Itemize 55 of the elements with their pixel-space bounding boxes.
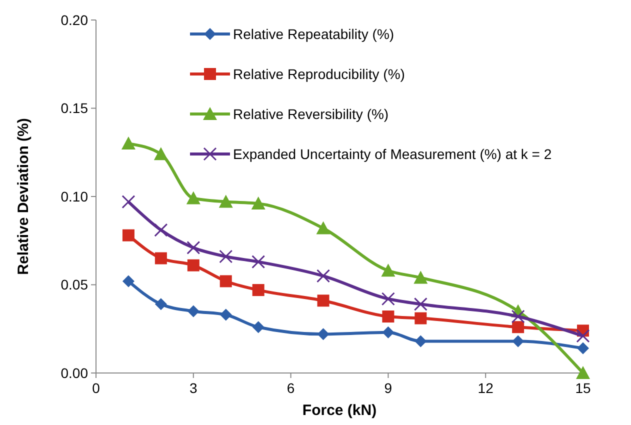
point bbox=[154, 223, 168, 237]
point bbox=[512, 335, 524, 348]
point bbox=[122, 229, 134, 242]
x-tick-label: 3 bbox=[190, 380, 198, 396]
point bbox=[381, 264, 396, 277]
point bbox=[511, 310, 525, 324]
point bbox=[316, 269, 330, 283]
point bbox=[382, 326, 394, 338]
x-tick-label: 6 bbox=[286, 380, 295, 396]
y-tick-label: 0.20 bbox=[60, 12, 88, 28]
point bbox=[414, 312, 427, 324]
point bbox=[252, 284, 264, 296]
point bbox=[186, 240, 200, 254]
point bbox=[251, 196, 266, 210]
point bbox=[512, 321, 524, 334]
legend-label: Relative Repeatability (%) bbox=[233, 26, 394, 42]
y-tick-label: 0.15 bbox=[60, 100, 88, 116]
x-tick-label: 0 bbox=[92, 380, 100, 396]
x-axis-title: Force (kN) bbox=[302, 402, 377, 419]
legend-label: Relative Reproducibility (%) bbox=[233, 66, 405, 82]
point bbox=[252, 255, 266, 269]
point bbox=[154, 298, 167, 310]
point bbox=[414, 270, 428, 284]
y-tick-label: 0.05 bbox=[60, 276, 88, 293]
y-tick-label: 0.00 bbox=[60, 364, 88, 381]
point bbox=[576, 329, 590, 343]
point bbox=[154, 252, 167, 264]
point bbox=[577, 342, 589, 354]
x-tick-label: 15 bbox=[575, 380, 591, 396]
point bbox=[219, 250, 233, 264]
x-tick-label: 12 bbox=[478, 380, 494, 396]
point bbox=[187, 305, 200, 318]
legend-label: Expanded Uncertainty of Measurement (%) at k = 2 bbox=[233, 146, 552, 162]
point bbox=[187, 259, 200, 272]
point bbox=[154, 147, 168, 160]
point bbox=[220, 275, 232, 288]
point bbox=[317, 328, 330, 340]
point bbox=[316, 221, 330, 234]
point bbox=[576, 366, 590, 379]
point bbox=[381, 292, 395, 306]
point bbox=[122, 275, 134, 288]
point bbox=[186, 191, 200, 204]
point bbox=[121, 136, 136, 150]
point bbox=[252, 321, 264, 334]
point bbox=[317, 294, 330, 307]
point bbox=[218, 194, 233, 208]
point bbox=[414, 335, 427, 348]
y-axis-title: Relative Deviation (%) bbox=[15, 118, 32, 275]
point bbox=[122, 195, 136, 209]
legend-label: Relative Reversibility (%) bbox=[233, 106, 389, 122]
x-tick-label: 9 bbox=[384, 380, 392, 396]
point bbox=[414, 297, 428, 311]
y-tick-label: 0.10 bbox=[60, 188, 88, 204]
point bbox=[382, 310, 394, 323]
point bbox=[220, 308, 232, 321]
